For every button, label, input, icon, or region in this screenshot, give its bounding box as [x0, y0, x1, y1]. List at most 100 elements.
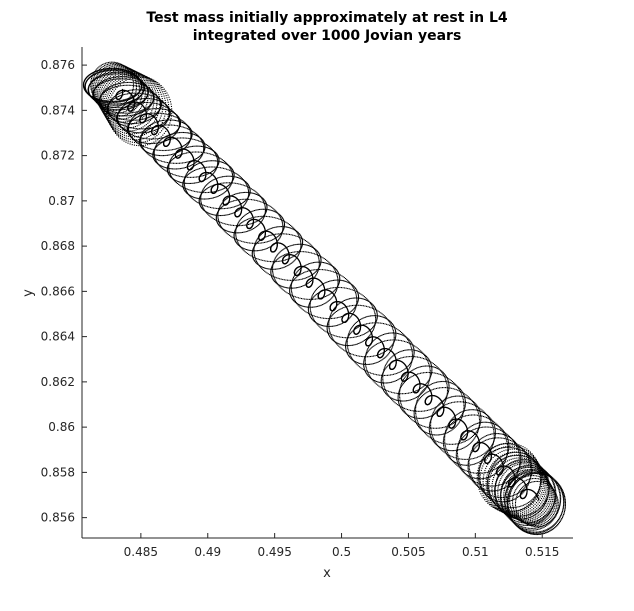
trajectory-point: [494, 431, 496, 433]
trajectory-point: [412, 346, 414, 348]
trajectory-point: [120, 82, 122, 84]
trajectory-point: [462, 433, 464, 435]
trajectory-point: [146, 152, 148, 154]
trajectory-point: [296, 253, 298, 255]
trajectory-point: [478, 471, 480, 473]
trajectory-point: [113, 103, 116, 105]
trajectory-point: [260, 233, 263, 235]
trajectory-point: [137, 128, 139, 130]
trajectory-point: [375, 383, 377, 385]
trajectory-point: [430, 429, 432, 431]
trajectory-point: [254, 193, 257, 195]
trajectory-point: [477, 440, 479, 442]
trajectory-point: [122, 91, 124, 93]
trajectory-point: [99, 75, 101, 77]
trajectory-point: [391, 332, 393, 334]
trajectory-point: [448, 397, 450, 399]
trajectory-point: [158, 149, 160, 151]
trajectory-point: [113, 68, 115, 71]
trajectory-point: [522, 459, 524, 461]
trajectory-point: [207, 183, 209, 185]
trajectory-point: [141, 146, 143, 148]
trajectory-point: [501, 504, 503, 506]
trajectory-point: [554, 484, 556, 486]
trajectory-point: [279, 286, 281, 288]
trajectory-point: [526, 466, 528, 468]
trajectory-point: [400, 404, 402, 406]
trajectory-point: [301, 238, 303, 240]
trajectory-point: [552, 505, 554, 507]
trajectory-point: [232, 170, 234, 172]
trajectory-point: [541, 517, 544, 519]
trajectory-point: [464, 400, 466, 403]
trajectory-point: [519, 521, 521, 523]
trajectory-point: [237, 242, 239, 244]
trajectory-point: [145, 138, 147, 140]
trajectory-point: [370, 355, 372, 358]
trajectory-point: [419, 366, 421, 368]
trajectory-point: [156, 143, 158, 145]
trajectory-point: [557, 524, 559, 526]
trajectory-point: [452, 461, 454, 463]
trajectory-point: [403, 335, 405, 337]
trajectory-point: [232, 194, 234, 196]
trajectory-point: [453, 443, 455, 445]
trajectory-point: [327, 281, 329, 283]
trajectory-point: [472, 480, 474, 482]
trajectory-point: [431, 370, 433, 372]
trajectory-point: [372, 304, 374, 306]
trajectory-point: [301, 244, 303, 246]
trajectory-point: [399, 401, 402, 403]
trajectory-point: [374, 382, 376, 384]
trajectory-point: [382, 352, 384, 354]
trajectory-point: [357, 292, 359, 294]
trajectory-point: [519, 472, 521, 475]
trajectory-point: [168, 165, 170, 167]
trajectory-point: [419, 410, 421, 412]
trajectory-point: [466, 439, 468, 442]
trajectory-point: [498, 458, 500, 460]
trajectory-point: [444, 441, 446, 443]
trajectory-point: [209, 160, 211, 162]
trajectory-point: [138, 89, 140, 91]
trajectory-point: [198, 156, 200, 158]
trajectory-point: [161, 123, 163, 125]
trajectory-point: [516, 445, 518, 447]
trajectory-point: [526, 529, 528, 531]
trajectory-point: [554, 500, 556, 502]
trajectory-point: [564, 503, 566, 505]
trajectory-point: [264, 241, 266, 243]
trajectory-point: [105, 105, 107, 107]
trajectory-point: [499, 496, 501, 498]
trajectory-point: [538, 533, 540, 535]
trajectory-point: [140, 83, 142, 85]
trajectory-point: [180, 176, 182, 178]
trajectory-point: [392, 355, 394, 357]
trajectory-point: [202, 207, 204, 209]
trajectory-point: [435, 440, 437, 442]
trajectory-point: [299, 297, 301, 299]
trajectory-point: [246, 252, 248, 255]
trajectory-point: [220, 208, 222, 210]
trajectory-point: [435, 442, 437, 444]
trajectory-point: [262, 269, 265, 271]
trajectory-point: [118, 122, 120, 124]
trajectory-point: [431, 435, 433, 437]
trajectory-point: [248, 194, 250, 196]
trajectory-point: [284, 247, 286, 249]
trajectory-point: [155, 158, 157, 160]
trajectory-point: [169, 108, 171, 110]
trajectory-point: [527, 532, 529, 534]
trajectory-point: [394, 337, 396, 339]
trajectory-point: [138, 110, 140, 112]
trajectory-point: [120, 92, 122, 94]
trajectory-point: [400, 333, 402, 335]
trajectory-point: [318, 261, 320, 263]
trajectory-point: [516, 525, 518, 527]
trajectory-point: [457, 457, 459, 459]
trajectory-point: [469, 426, 471, 428]
trajectory-point: [249, 211, 251, 213]
trajectory-point: [365, 351, 367, 353]
trajectory-point: [403, 409, 405, 411]
trajectory-point: [240, 178, 242, 180]
